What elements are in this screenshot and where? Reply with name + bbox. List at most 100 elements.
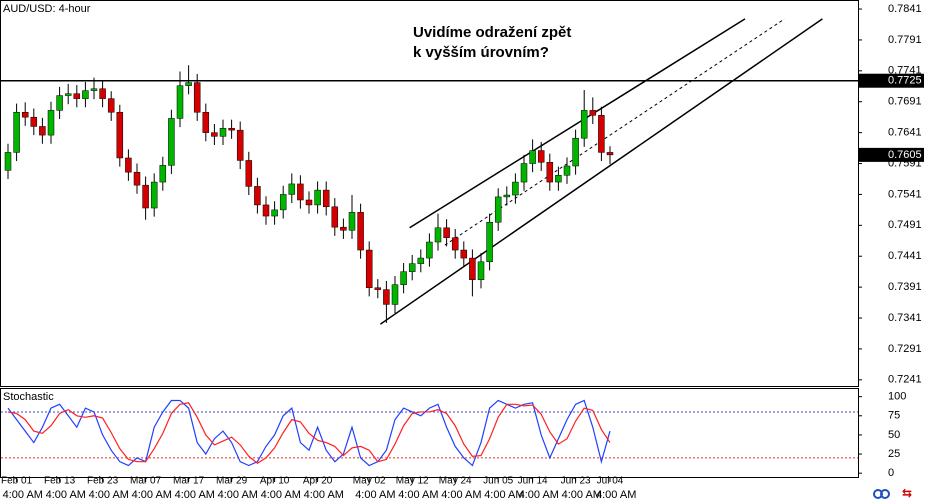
last-price-label: 0.7605 <box>888 149 922 161</box>
candle-body <box>125 157 132 173</box>
y-tick-label: 0.7641 <box>888 127 922 139</box>
candle-body <box>159 165 167 183</box>
candle-body <box>142 184 149 209</box>
candle-body <box>451 237 459 251</box>
plot <box>1 18 858 325</box>
time-label: 4:00 AM <box>89 489 129 501</box>
x-tick-label: Jun 14 <box>518 476 548 487</box>
candle-body <box>90 88 98 91</box>
candle-body <box>537 150 545 163</box>
candle-body <box>116 111 124 159</box>
candle-body <box>348 212 356 231</box>
candle-body <box>39 126 46 136</box>
channel-line <box>444 18 785 246</box>
candle-body <box>598 115 605 153</box>
y-tick-label: 0.7341 <box>888 312 922 324</box>
x-tick-label: Feb 13 <box>44 476 76 487</box>
candle-body <box>202 111 210 133</box>
candle-body <box>211 132 218 137</box>
x-tick-label: Mar 07 <box>130 476 162 487</box>
candle-body <box>400 271 407 285</box>
candle-body <box>580 110 588 139</box>
candle-body <box>254 186 261 206</box>
candle-body <box>486 221 493 263</box>
x-tick-label: Feb 23 <box>87 476 119 487</box>
candle-body <box>555 175 562 183</box>
candle-body <box>236 129 244 161</box>
stoch-line <box>7 402 611 464</box>
candle-body <box>469 257 476 280</box>
last-price-label-box <box>859 147 924 162</box>
time-label: 4:00 AM <box>519 489 559 501</box>
candle-body <box>434 227 442 243</box>
channel-line <box>409 18 746 229</box>
candle-body <box>357 212 364 251</box>
candle-body <box>529 150 536 164</box>
candle-body <box>572 137 579 167</box>
candle-body <box>228 128 235 131</box>
channel-line <box>379 18 823 325</box>
svg-text:⇆: ⇆ <box>902 486 912 500</box>
x-tick-label: Jun 05 <box>483 476 513 487</box>
y-tick-label: 50 <box>888 429 900 441</box>
candle-body <box>82 90 89 99</box>
candle-body <box>305 199 313 206</box>
candle-body <box>512 181 519 196</box>
chart-title: AUD/USD: 4-hour <box>3 3 91 15</box>
time-label: 4:00 AM <box>484 489 524 501</box>
x-tick-label: May 24 <box>439 476 472 487</box>
x-tick-label: Apr 20 <box>303 476 333 487</box>
candle-body <box>589 110 597 116</box>
time-label: 4:00 AM <box>132 489 172 501</box>
time-label: 4:00 AM <box>355 489 395 501</box>
x-tick-label: Mar 17 <box>173 476 205 487</box>
candle-body <box>546 162 554 183</box>
stoch-title: Stochastic <box>3 391 54 403</box>
candle-body <box>503 194 511 198</box>
candle-body <box>30 116 38 127</box>
x-tick-label: Mar 29 <box>216 476 248 487</box>
candle-body <box>21 111 29 118</box>
candle-body <box>133 171 141 186</box>
candle-body <box>340 226 347 231</box>
candle-body <box>314 189 321 206</box>
y-tick-label: 0.7491 <box>888 219 922 231</box>
candle-body <box>520 163 528 183</box>
stoch-line <box>7 399 611 467</box>
time-label: 4:00 AM <box>596 489 636 501</box>
candle-body <box>219 128 227 137</box>
candle-body <box>288 183 296 195</box>
candle-body <box>99 88 106 99</box>
candle-body <box>56 95 63 111</box>
x-tick-label: Jun 23 <box>561 476 591 487</box>
candle-body <box>150 181 158 209</box>
y-tick-label: 0.7541 <box>888 188 922 200</box>
y-tick-label: 0.7691 <box>888 96 922 108</box>
y-tick-label: 0.7441 <box>888 250 922 262</box>
candle-body <box>245 160 253 187</box>
footer-icons: ⇆ <box>873 486 912 500</box>
time-label: 4:00 AM <box>398 489 438 501</box>
candle-body <box>494 196 502 223</box>
y-tick-label: 0.7791 <box>888 34 922 46</box>
y-tick-label: 0 <box>888 467 894 479</box>
candle-body <box>417 257 425 264</box>
annotation: Uvidíme odražení zpět <box>413 24 571 41</box>
x-tick-label: Jul 04 <box>597 476 624 487</box>
time-label: 4:00 AM <box>3 489 43 501</box>
candle-body <box>4 152 12 171</box>
candle-body <box>64 93 72 96</box>
time-label: 4:00 AM <box>261 489 301 501</box>
y-tick-label: 75 <box>888 410 900 422</box>
x-tick-label: May 12 <box>396 476 429 487</box>
annotation: k vyšším úrovním? <box>413 44 549 61</box>
candle-body <box>262 204 270 217</box>
candle-body <box>477 261 485 280</box>
time-label: 4:00 AM <box>304 489 344 501</box>
candle-body <box>383 289 390 305</box>
candle-body <box>176 85 184 119</box>
candle-body <box>365 249 373 288</box>
y-tick-label: 25 <box>888 448 900 460</box>
x-tick-label: Feb 01 <box>1 476 33 487</box>
resistance-price-label: 0.7725 <box>888 75 922 87</box>
